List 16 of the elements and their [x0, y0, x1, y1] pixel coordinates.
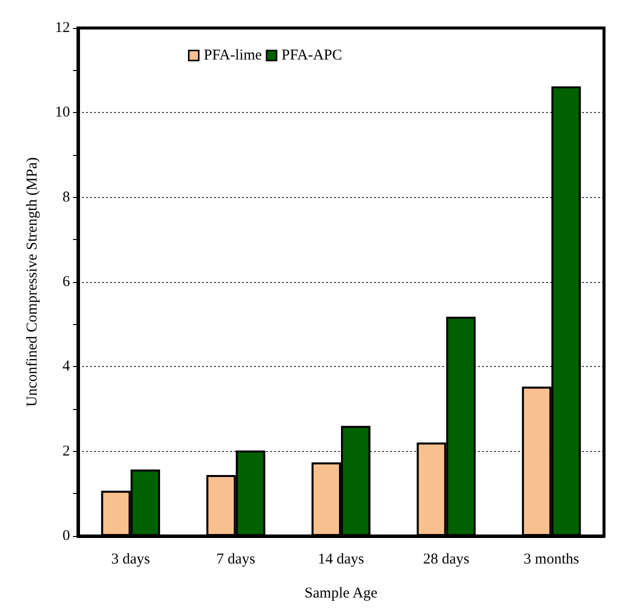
- y-axis-title: Unconfined Compressive Strength (MPa): [24, 157, 40, 407]
- y-tick-label: 6: [62, 274, 70, 290]
- y-tick-label: 2: [62, 443, 70, 460]
- y-tick-label: 8: [62, 189, 70, 206]
- x-tick-label: 14 days: [318, 552, 364, 568]
- y-tick-label: 4: [62, 358, 70, 375]
- x-tick-label: 7 days: [216, 552, 256, 568]
- y-tick-label: 10: [55, 104, 70, 121]
- legend-label: PFA-APC: [282, 48, 342, 64]
- x-tick-label: 3 days: [111, 552, 150, 568]
- y-tick-label: 12: [55, 20, 70, 36]
- x-tick-label: 3 months: [524, 552, 580, 568]
- legend-label: PFA-lime: [204, 48, 262, 64]
- x-tick-label: 28 days: [423, 552, 470, 568]
- x-axis-title: Sample Age: [304, 586, 378, 602]
- y-tick-label: 0: [62, 528, 70, 544]
